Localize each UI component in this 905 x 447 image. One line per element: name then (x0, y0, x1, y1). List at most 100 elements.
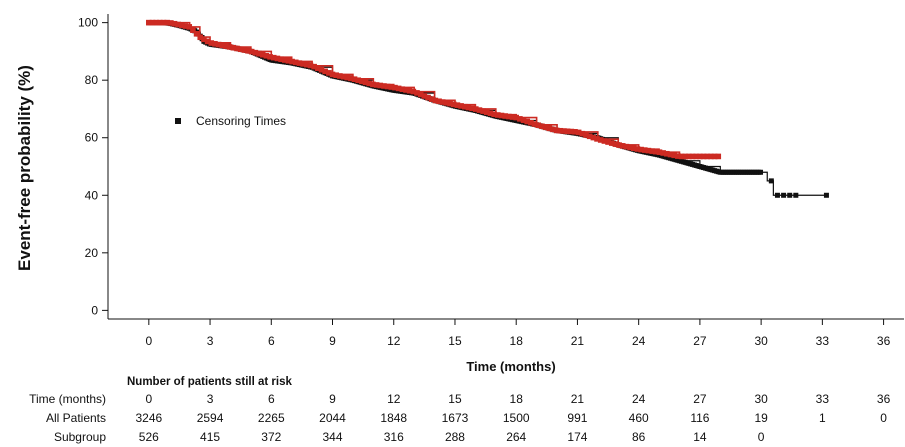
risk-cell: 33 (816, 392, 830, 406)
censor-mark (373, 82, 380, 88)
risk-cell: 372 (261, 430, 281, 444)
censor-mark (186, 24, 193, 30)
risk-cell: 316 (384, 430, 404, 444)
censor-mark (535, 122, 542, 129)
censor-mark (149, 19, 156, 26)
censor-mark (568, 128, 575, 135)
censor-mark (653, 148, 659, 155)
censor-mark (226, 44, 233, 50)
censor-mark (686, 153, 692, 160)
censor-mark (528, 119, 534, 126)
censor-mark (443, 100, 450, 106)
censor-mark (517, 116, 523, 122)
censor-mark (263, 52, 270, 59)
censor-mark (190, 27, 196, 33)
censor-mark (509, 114, 516, 120)
censor-mark (274, 55, 281, 62)
censor-mark (248, 48, 255, 55)
censor-mark (781, 192, 787, 198)
censor-mark (281, 57, 288, 63)
censor-mark (758, 169, 764, 175)
censor-mark (432, 97, 439, 104)
x-tick-label: 33 (816, 334, 830, 348)
series-layer (146, 19, 829, 198)
risk-cell: 3 (207, 392, 214, 406)
censor-mark (708, 153, 714, 160)
censor-mark (197, 34, 204, 41)
censor-mark (403, 87, 409, 93)
censor-mark (572, 128, 578, 135)
censor-mark (649, 148, 655, 154)
censor-mark (182, 23, 189, 29)
censor-mark (315, 65, 321, 72)
risk-row-label: Time (months) (29, 392, 106, 406)
censor-mark (421, 93, 428, 99)
risk-cell: 116 (690, 411, 709, 425)
x-tick-label: 6 (268, 334, 275, 348)
censor-mark (204, 38, 211, 45)
risk-row-label: Subgroup (54, 430, 106, 444)
censor-mark (146, 19, 152, 26)
risk-cell: 30 (754, 392, 768, 406)
risk-cell: 991 (567, 411, 587, 425)
x-tick-label: 12 (387, 334, 401, 348)
risk-cell: 0 (880, 411, 887, 425)
censor-mark (333, 72, 339, 79)
censor-mark (590, 134, 597, 141)
censor-mark (550, 126, 556, 133)
risk-cell: 1500 (503, 411, 530, 425)
censor-mark (355, 77, 362, 84)
censor-mark (153, 19, 159, 26)
censor-mark (594, 136, 600, 142)
x-tick-label: 30 (754, 334, 768, 348)
x-tick-label: 27 (693, 334, 707, 348)
censor-mark (491, 111, 497, 118)
censor-mark (469, 105, 475, 112)
censor-mark (645, 147, 652, 154)
censor-mark (498, 112, 505, 119)
censor-mark (711, 153, 718, 160)
censor-mark (399, 86, 406, 92)
censor-mark (583, 132, 589, 138)
censor-mark (697, 153, 703, 160)
censor-mark (675, 153, 681, 159)
censor-mark (223, 43, 229, 49)
censor-mark (487, 110, 494, 117)
censor-mark (300, 61, 306, 67)
censor-mark (256, 50, 262, 57)
x-axis-title: Time (months) (466, 359, 555, 374)
censor-mark (715, 153, 722, 160)
legend-censor-marker (175, 118, 181, 124)
x-tick-label: 18 (510, 334, 524, 348)
y-tick-label: 60 (85, 131, 99, 145)
censor-mark (164, 19, 170, 26)
censor-mark (823, 192, 829, 198)
y-axis-title: Event-free probability (%) (15, 65, 34, 271)
censor-mark (370, 81, 376, 88)
censor-mark (579, 130, 586, 137)
censor-mark (638, 146, 644, 153)
series-subgroup (146, 19, 722, 160)
risk-cell: 19 (754, 411, 768, 425)
legend-label: Censoring Times (196, 114, 286, 128)
censor-mark (476, 107, 483, 113)
censor-mark (465, 104, 472, 111)
censor-mark (667, 151, 674, 158)
censor-mark (454, 102, 461, 108)
censor-mark (344, 74, 351, 81)
risk-cell: 36 (877, 392, 891, 406)
censor-mark (359, 78, 365, 85)
x-tick-label: 21 (571, 334, 585, 348)
censor-mark (564, 128, 571, 135)
censor-mark (597, 137, 604, 143)
censor-mark (461, 103, 468, 110)
censor-mark (682, 153, 689, 160)
censor-mark (619, 143, 626, 149)
censor-mark (660, 150, 666, 156)
censor-mark (157, 19, 163, 26)
censor-mark (425, 94, 431, 101)
risk-cell: 1 (819, 411, 826, 425)
risk-cell: 27 (693, 392, 707, 406)
